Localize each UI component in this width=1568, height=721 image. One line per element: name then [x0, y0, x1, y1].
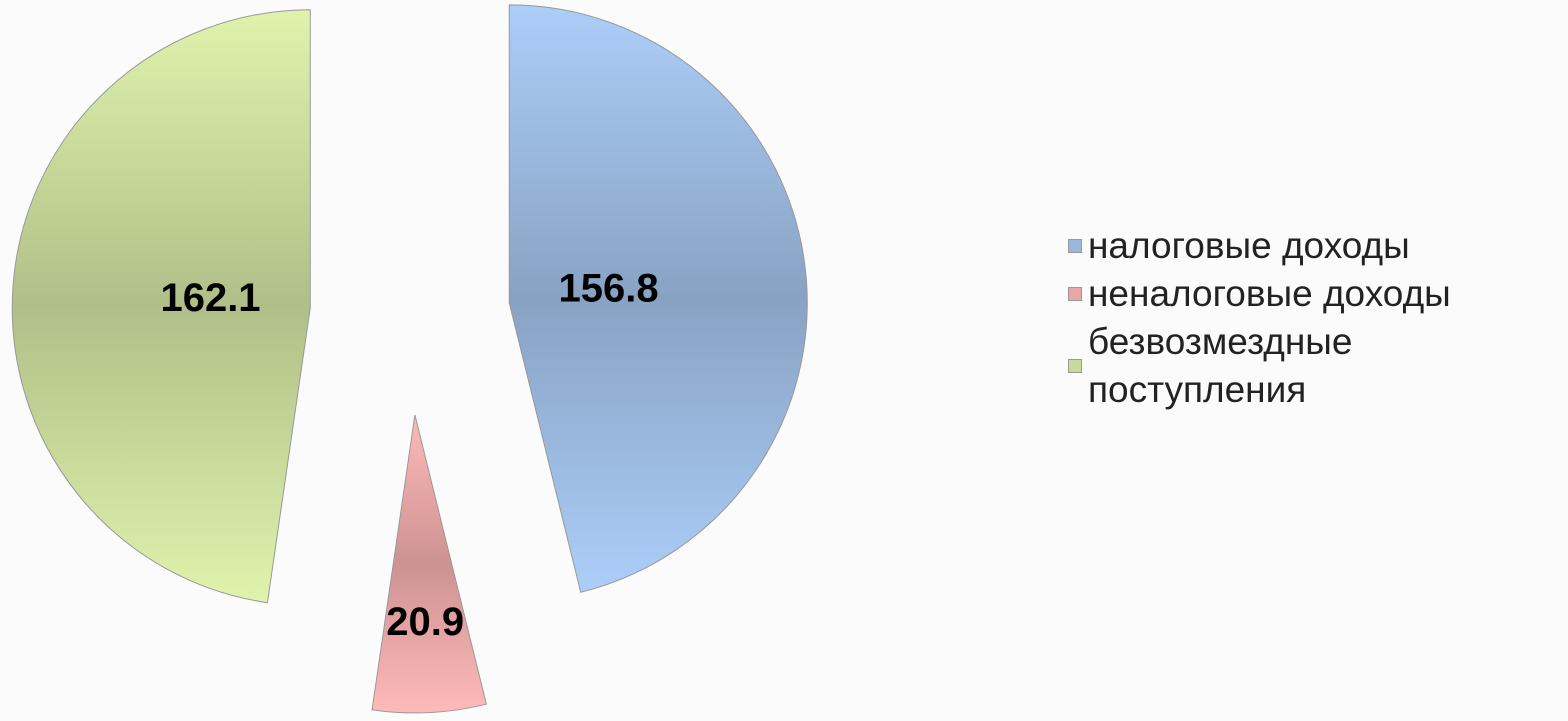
- legend-label: безвозмездные поступления: [1088, 321, 1353, 410]
- pie-slice: [371, 414, 487, 714]
- legend-swatch: [1068, 359, 1082, 373]
- legend-item: налоговые доходы: [1068, 222, 1548, 270]
- data-label: 156.8: [558, 266, 658, 310]
- pie-slice: [508, 4, 808, 593]
- legend-label: налоговые доходы: [1088, 225, 1410, 266]
- legend-item: безвозмездные поступления: [1068, 318, 1548, 414]
- legend-swatch: [1068, 287, 1082, 301]
- pie-slice: [11, 9, 311, 604]
- legend-swatch: [1068, 239, 1082, 253]
- legend: налоговые доходы неналоговые доходы безвоз…: [1068, 222, 1548, 414]
- legend-label: неналоговые доходы: [1088, 273, 1451, 314]
- data-label: 20.9: [386, 600, 464, 644]
- legend-item: неналоговые доходы: [1068, 270, 1548, 318]
- data-label: 162.1: [160, 276, 260, 320]
